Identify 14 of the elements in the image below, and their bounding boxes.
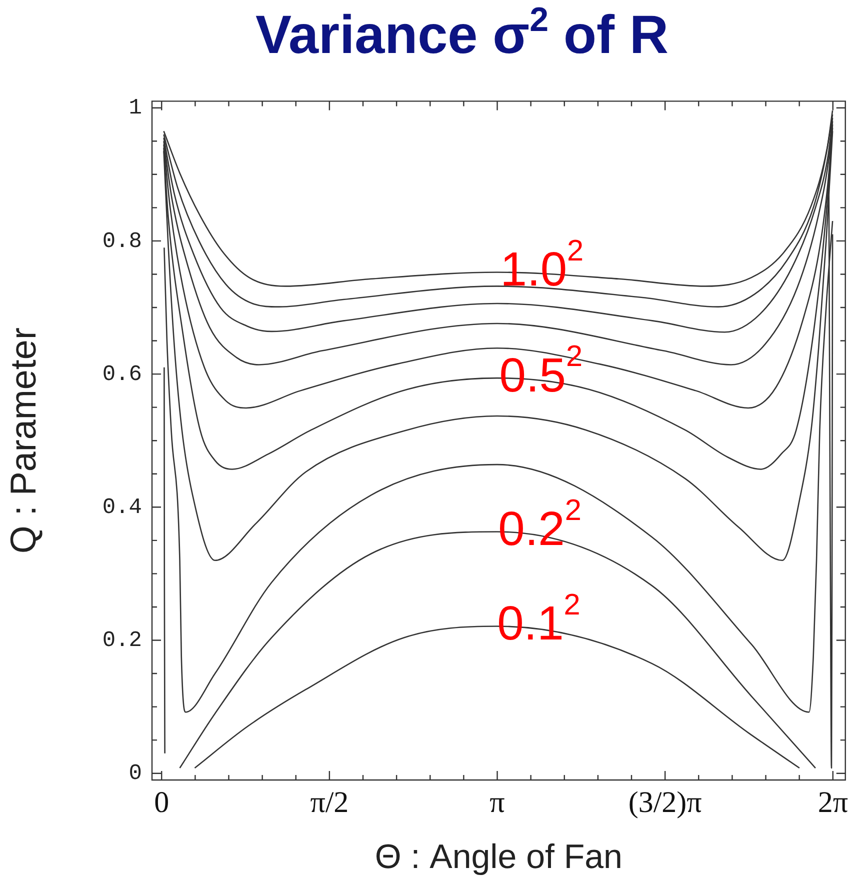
- y-tick-label: 0.6: [102, 362, 142, 387]
- x-tick-label: 0: [154, 786, 170, 819]
- x-tick-label: 2π: [818, 786, 848, 819]
- y-tick-label: 0: [128, 761, 142, 786]
- x-tick-label: (3/2)π: [628, 786, 702, 819]
- chart-title: Variance σ$^{2}$ of R: [254, 1, 670, 67]
- y-tick-label: 1: [128, 96, 142, 121]
- x-tick-label: π/2: [310, 786, 349, 819]
- x-tick-label: π: [490, 786, 505, 819]
- y-tick-label: 0.4: [102, 494, 142, 520]
- y-tick-label: 0.8: [102, 228, 142, 254]
- y-tick-label: 0.2: [102, 628, 142, 654]
- x-axis-title: Θ : Angle of Fan: [374, 838, 622, 876]
- y-axis-title: Q : Parameter: [2, 328, 44, 554]
